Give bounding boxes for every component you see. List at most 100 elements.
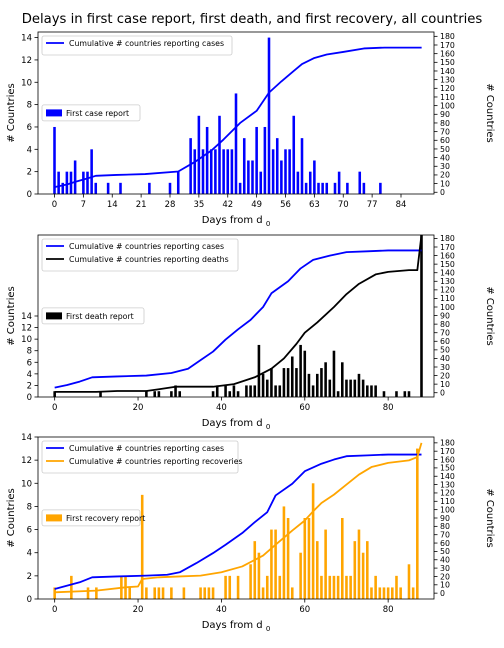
bar-day-24 bbox=[153, 587, 156, 599]
y2-tick-label: 0 bbox=[440, 589, 445, 598]
bar-day-68 bbox=[336, 391, 340, 397]
x-tick-label: 35 bbox=[193, 200, 204, 210]
y2-tick-label: 30 bbox=[440, 564, 450, 573]
bar-day-79 bbox=[382, 587, 386, 599]
bar-day-64 bbox=[317, 182, 320, 194]
bar-day-4 bbox=[70, 575, 73, 599]
bars-legend bbox=[41, 509, 141, 527]
bar-day-38 bbox=[209, 149, 213, 194]
bar-day-22 bbox=[145, 587, 148, 599]
bar-day-51 bbox=[265, 379, 269, 397]
y-tick-label: 8 bbox=[27, 502, 32, 512]
bar-day-86 bbox=[411, 587, 415, 599]
chart-panel-2: 0 20 40 60 800246810121401020304050607080901… bbox=[6, 234, 495, 431]
y2-tick-label: 130 bbox=[440, 75, 455, 84]
x-tick-label: 7 bbox=[81, 200, 86, 210]
x-tick-label: 14 bbox=[107, 200, 118, 210]
bar-day-48 bbox=[253, 385, 257, 397]
bar-day-67 bbox=[332, 350, 336, 397]
y2-tick-label: 60 bbox=[440, 136, 450, 145]
y-tick-label: 10 bbox=[21, 78, 32, 88]
y2-tick-label: 120 bbox=[440, 84, 455, 93]
bar-day-51 bbox=[263, 126, 267, 194]
y2-tick-label: 50 bbox=[440, 145, 450, 154]
bar-day-49 bbox=[257, 552, 261, 599]
series-line-1 bbox=[54, 46, 422, 188]
bar-day-3 bbox=[65, 171, 69, 194]
y-tick-label: 6 bbox=[27, 123, 32, 133]
bar-day-54 bbox=[278, 385, 282, 397]
bar-day-61 bbox=[304, 182, 308, 194]
bar-day-84 bbox=[403, 391, 407, 397]
bar-day-58 bbox=[292, 115, 296, 194]
bar-day-28 bbox=[170, 587, 173, 599]
x-axis-label: Days from d 0 bbox=[202, 620, 271, 633]
bar-day-66 bbox=[325, 182, 329, 194]
bar-day-76 bbox=[370, 385, 373, 397]
bar-day-62 bbox=[308, 171, 312, 194]
bar-day-80 bbox=[386, 587, 390, 599]
y2-tick-label: 50 bbox=[440, 346, 450, 355]
legend-bar-swatch bbox=[46, 312, 62, 320]
y2-tick-label: 180 bbox=[440, 32, 455, 41]
bar-day-46 bbox=[242, 138, 246, 194]
bar-day-16 bbox=[119, 182, 122, 194]
y2-tick-label: 120 bbox=[440, 489, 455, 498]
bar-day-52 bbox=[267, 37, 271, 195]
bar-day-59 bbox=[299, 344, 302, 397]
y2-tick-label: 0 bbox=[440, 188, 445, 197]
y2-tick-label: 150 bbox=[440, 464, 455, 473]
bar-day-85 bbox=[407, 391, 411, 397]
x-tick-label: 42 bbox=[222, 200, 233, 210]
bar-day-73 bbox=[357, 529, 361, 599]
bar-day-44 bbox=[236, 391, 240, 397]
bar-day-28 bbox=[170, 391, 173, 397]
bar-day-65 bbox=[324, 529, 327, 599]
bar-day-21 bbox=[140, 494, 144, 599]
bar-day-55 bbox=[282, 506, 286, 599]
bar-day-49 bbox=[257, 344, 261, 397]
x-axis-label: Days from d 0 bbox=[202, 215, 271, 228]
bar-day-34 bbox=[193, 149, 197, 194]
bar-day-67 bbox=[332, 575, 336, 599]
x-tick-label: 77 bbox=[367, 200, 378, 210]
y2-axis-label: # Countries bbox=[484, 286, 495, 346]
figure-title: Delays in first case report, first death… bbox=[22, 12, 483, 27]
bar-day-41 bbox=[222, 149, 225, 194]
y-tick-label: 2 bbox=[27, 381, 32, 391]
bar-day-62 bbox=[311, 483, 315, 599]
bar-day-69 bbox=[341, 518, 344, 599]
y-tick-label: 8 bbox=[27, 101, 32, 111]
bar-day-59 bbox=[296, 171, 300, 194]
lines-legend bbox=[41, 238, 239, 272]
y2-tick-label: 10 bbox=[440, 581, 450, 590]
legend-line-label: Cumulative # countries reporting cases bbox=[69, 444, 224, 453]
x-tick-label: 60 bbox=[299, 605, 310, 615]
bar-day-43 bbox=[230, 149, 234, 194]
bar-day-63 bbox=[313, 160, 316, 194]
y2-tick-label: 90 bbox=[440, 514, 450, 523]
bar-day-47 bbox=[249, 385, 252, 397]
y-tick-label: 4 bbox=[27, 549, 32, 559]
bar-day-58 bbox=[295, 368, 298, 397]
bar-day-51 bbox=[265, 575, 269, 599]
chart-panel-3: 0 20 40 60 800246810121401020304050607080901… bbox=[6, 433, 495, 633]
x-tick-label: 0 bbox=[52, 200, 57, 210]
bar-day-70 bbox=[345, 575, 348, 599]
y2-tick-label: 140 bbox=[440, 67, 455, 76]
legend-bar-label: First death report bbox=[66, 312, 134, 321]
bar-day-79 bbox=[379, 182, 382, 194]
y2-tick-label: 110 bbox=[440, 93, 455, 102]
bar-day-8 bbox=[86, 587, 90, 599]
bar-day-30 bbox=[176, 171, 180, 194]
bar-day-5 bbox=[73, 160, 77, 194]
bar-day-72 bbox=[353, 541, 357, 599]
bar-day-49 bbox=[255, 126, 258, 194]
bar-day-1 bbox=[57, 171, 60, 194]
y2-tick-label: 140 bbox=[440, 472, 455, 481]
x-tick-label: 28 bbox=[165, 200, 176, 210]
y-tick-label: 12 bbox=[21, 324, 32, 334]
bar-day-41 bbox=[224, 575, 227, 599]
y-tick-label: 12 bbox=[21, 456, 32, 466]
